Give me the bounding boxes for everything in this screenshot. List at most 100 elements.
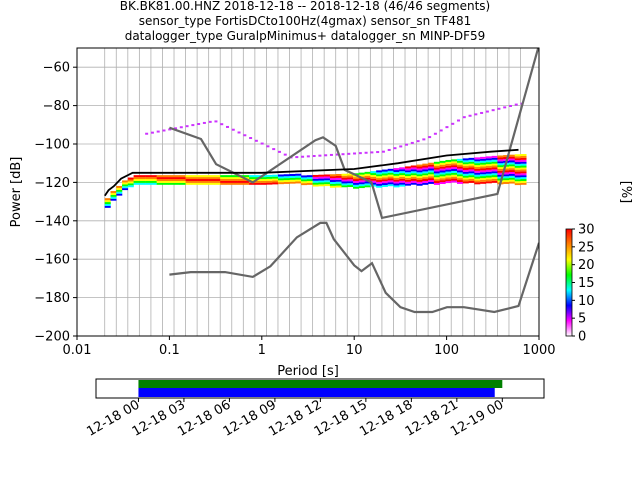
heatmap-cell xyxy=(514,181,521,184)
heatmap-cell xyxy=(116,193,123,196)
heatmap-cell xyxy=(145,180,152,183)
heatmap-cell xyxy=(497,172,504,175)
heatmap-cell xyxy=(358,182,365,185)
heatmap-cell xyxy=(237,178,244,181)
heatmap-cell xyxy=(451,167,458,170)
heatmap-cell xyxy=(520,157,527,160)
heatmap-cell xyxy=(185,180,192,183)
heatmap-cell xyxy=(329,185,336,188)
y-tick-label: −180 xyxy=(34,291,70,306)
heatmap-cell xyxy=(445,169,452,172)
colorbar-gradient xyxy=(565,228,573,337)
heatmap-cell xyxy=(439,168,446,171)
heatmap-cell xyxy=(122,186,129,189)
heatmap-cell xyxy=(249,177,256,180)
heatmap-cell xyxy=(416,164,423,167)
heatmap-cell xyxy=(451,174,458,177)
heatmap-cell xyxy=(122,188,129,191)
heatmap-cell xyxy=(127,177,134,180)
heatmap-cell xyxy=(422,182,429,185)
heatmap-cell xyxy=(249,137,253,140)
heatmap-cell xyxy=(491,178,498,181)
heatmap-cell xyxy=(347,177,354,180)
x-axis-ticks: 0.01 0.1 1 10 100 1000 xyxy=(63,336,556,358)
heatmap-cell xyxy=(393,175,400,178)
heatmap-cell xyxy=(162,129,166,132)
heatmap-cell xyxy=(376,185,383,188)
heatmap-cell xyxy=(520,175,527,178)
heatmap-cell xyxy=(508,170,515,173)
heatmap-cell xyxy=(399,171,406,174)
heatmap-cell xyxy=(208,178,215,181)
heatmap-cell xyxy=(480,156,487,159)
heatmap-cell xyxy=(225,182,232,185)
heatmap-cell xyxy=(480,111,484,114)
heatmap-cell xyxy=(225,125,229,128)
heatmap-cell xyxy=(231,128,235,131)
heatmap-cell xyxy=(405,143,409,146)
heatmap-cell xyxy=(433,165,440,168)
heatmap-cell xyxy=(306,182,313,185)
heatmap-cell xyxy=(347,181,354,184)
heatmap-cell xyxy=(295,177,302,180)
heatmap-cell xyxy=(497,157,504,160)
heatmap-cell xyxy=(341,179,348,182)
heatmap-cell xyxy=(514,183,521,186)
heatmap-cell xyxy=(104,200,111,203)
heatmap-cell xyxy=(254,182,261,185)
x-tick-label: 1 xyxy=(258,343,266,358)
heatmap-cell xyxy=(508,104,512,107)
heatmap-cell xyxy=(347,175,354,178)
heatmap-cell xyxy=(474,165,481,168)
heatmap-cell xyxy=(370,178,377,181)
heatmap-cell xyxy=(480,166,487,169)
heatmap-cell xyxy=(508,160,515,163)
heatmap-cell xyxy=(139,175,146,178)
heatmap-cell xyxy=(341,175,348,178)
heatmap-cell xyxy=(480,168,487,171)
heatmap-cell xyxy=(503,178,510,181)
heatmap-cell xyxy=(439,174,446,177)
heatmap-cell xyxy=(133,180,140,183)
heatmap-cell xyxy=(474,182,481,185)
heatmap-cell xyxy=(503,155,510,158)
heatmap-cell xyxy=(185,182,192,185)
heatmap-cell xyxy=(329,153,333,156)
heatmap-cell xyxy=(381,183,388,186)
heatmap-cell xyxy=(272,148,276,151)
heatmap-cell xyxy=(387,182,394,185)
heatmap-cell xyxy=(376,172,383,175)
heatmap-cell xyxy=(393,173,400,176)
heatmap-cell xyxy=(387,170,394,173)
heatmap-cell xyxy=(306,175,313,178)
heatmap-cell xyxy=(104,203,111,206)
heatmap-cell xyxy=(405,166,412,169)
heatmap-cell xyxy=(428,176,435,179)
colorbar-tick-label: 25 xyxy=(578,240,595,255)
heatmap-cell xyxy=(145,132,149,135)
heatmap-cell xyxy=(520,180,527,183)
heatmap-cell xyxy=(462,181,469,184)
heatmap-cell xyxy=(422,138,426,141)
heatmap-cell xyxy=(116,185,123,188)
heatmap-cell xyxy=(393,171,400,174)
heatmap-cell xyxy=(156,130,160,133)
heatmap-cell xyxy=(266,180,273,183)
heatmap-cell xyxy=(260,142,264,145)
heatmap-cell xyxy=(168,178,175,181)
heatmap-cell xyxy=(381,184,388,187)
heatmap-cell xyxy=(116,187,123,190)
colorbar-tick-label: 10 xyxy=(578,294,595,309)
heatmap-cell xyxy=(324,176,331,179)
heatmap-cell xyxy=(433,163,440,166)
heatmap-cell xyxy=(266,176,273,179)
ppsd-heatmap xyxy=(104,102,527,208)
heatmap-cell xyxy=(433,161,440,164)
heatmap-cell xyxy=(387,168,394,171)
heatmap-cell xyxy=(260,180,267,183)
heatmap-cell xyxy=(358,152,362,155)
heatmap-cell xyxy=(329,179,336,182)
heatmap-cell xyxy=(508,166,515,169)
heatmap-cell xyxy=(416,183,423,186)
heatmap-cell xyxy=(503,168,510,171)
